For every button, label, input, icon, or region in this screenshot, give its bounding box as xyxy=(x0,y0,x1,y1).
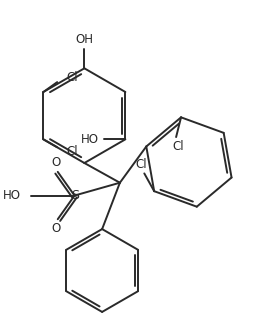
Text: Cl: Cl xyxy=(66,145,77,158)
Text: HO: HO xyxy=(81,133,99,146)
Text: O: O xyxy=(51,156,60,170)
Text: Cl: Cl xyxy=(172,141,183,154)
Text: Cl: Cl xyxy=(66,71,77,84)
Text: HO: HO xyxy=(3,189,21,202)
Text: Cl: Cl xyxy=(135,158,147,171)
Text: O: O xyxy=(51,222,60,235)
Text: S: S xyxy=(71,189,79,202)
Text: OH: OH xyxy=(75,33,93,46)
